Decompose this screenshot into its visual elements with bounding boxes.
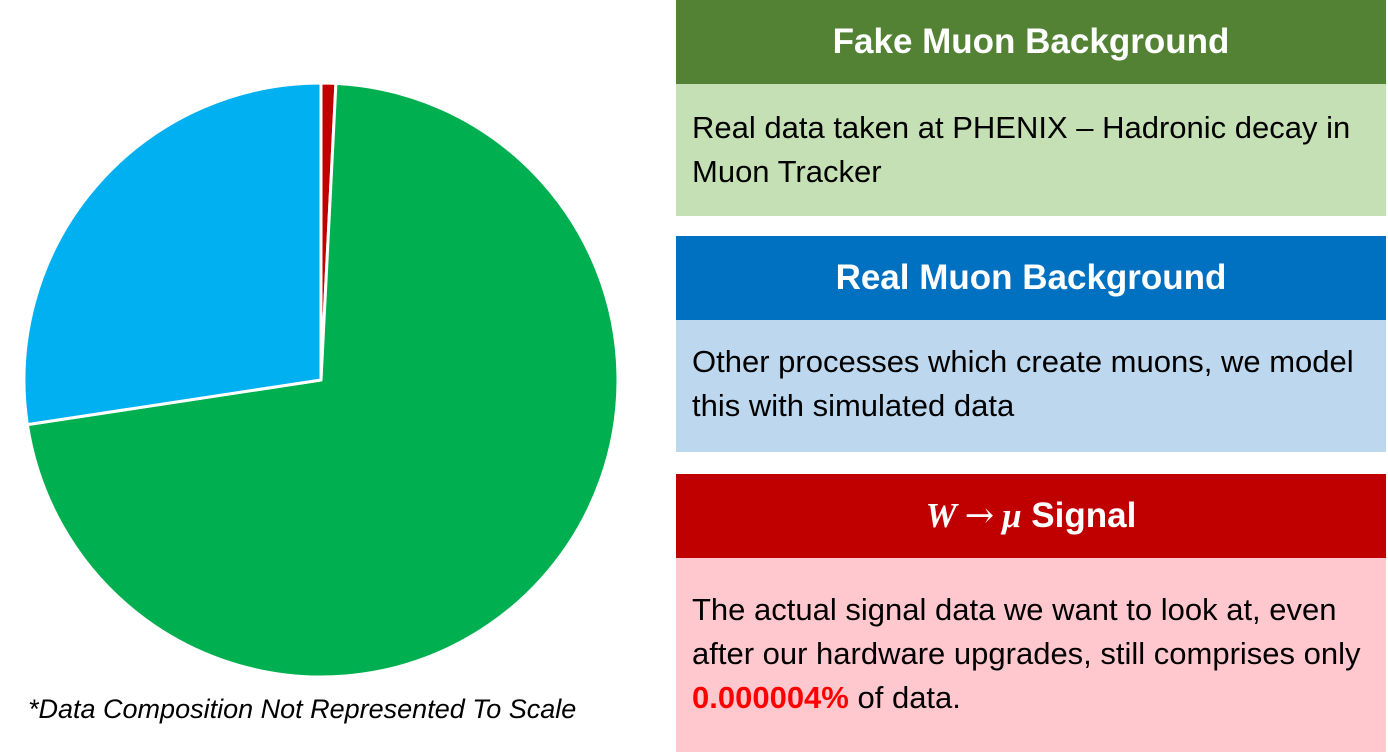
signal-description: The actual signal data we want to look a…: [676, 558, 1386, 752]
fake-muon-panel: Fake Muon Background Real data taken at …: [676, 0, 1386, 216]
pie-slice-fake-background: [25, 81, 620, 679]
signal-title-text: Signal: [1021, 496, 1137, 535]
real-muon-panel: Real Muon Background Other processes whi…: [676, 236, 1386, 452]
signal-description-end: of data.: [848, 680, 961, 715]
pie-slice-real-background: [22, 81, 323, 427]
arrow-symbol: →: [964, 496, 995, 536]
w-symbol: W: [925, 496, 957, 535]
pie-chart: [22, 81, 620, 679]
fake-muon-description: Real data taken at PHENIX – Hadronic dec…: [676, 84, 1386, 216]
signal-fraction: 0.000004%: [692, 680, 849, 715]
real-muon-description: Other processes which create muons, we m…: [676, 320, 1386, 452]
real-muon-title: Real Muon Background: [676, 236, 1386, 320]
signal-description-text: The actual signal data we want to look a…: [692, 592, 1361, 671]
mu-symbol: μ: [1002, 496, 1022, 535]
fake-muon-title: Fake Muon Background: [676, 0, 1386, 84]
scale-footnote: *Data Composition Not Represented To Sca…: [28, 694, 577, 724]
signal-title: W → μ Signal: [676, 474, 1386, 558]
signal-panel: W → μ Signal The actual signal data we wan…: [676, 474, 1386, 752]
